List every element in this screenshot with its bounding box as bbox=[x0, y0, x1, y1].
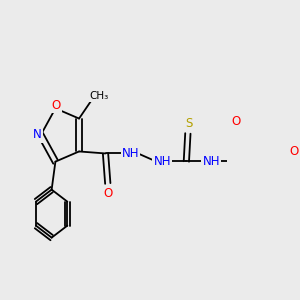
Text: O: O bbox=[52, 99, 61, 112]
Text: NH: NH bbox=[202, 155, 220, 168]
Text: NH: NH bbox=[122, 147, 139, 160]
Text: O: O bbox=[232, 115, 241, 128]
Text: O: O bbox=[103, 187, 112, 200]
Text: N: N bbox=[33, 128, 41, 142]
Text: CH₃: CH₃ bbox=[89, 91, 108, 100]
Text: S: S bbox=[185, 117, 192, 130]
Text: O: O bbox=[289, 145, 298, 158]
Text: NH: NH bbox=[153, 155, 171, 168]
